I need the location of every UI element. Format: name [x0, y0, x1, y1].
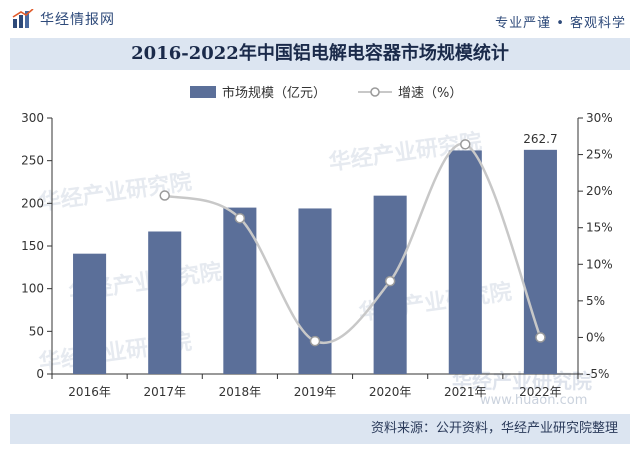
watermark-text: 华经产业研究院 [37, 169, 193, 216]
y-right-tick-label: 20% [586, 184, 613, 198]
y-left-tick-label: 250 [21, 154, 44, 168]
y-right-tick-label: -5% [586, 367, 609, 381]
line-series [159, 139, 546, 347]
y-right-tick-label: 10% [586, 257, 613, 271]
growth-point-2022年 [535, 332, 546, 343]
legend-label-line: 增速（%） [398, 86, 462, 101]
y-right-tick-label: 15% [586, 221, 613, 235]
data-label-2022年: 262.7 [523, 132, 557, 146]
y-right-tick-label: 0% [586, 330, 605, 344]
bar-2016年 [73, 253, 107, 374]
legend-marker-line [370, 87, 380, 97]
y-right-tick-label: 30% [586, 111, 613, 125]
growth-point-2019年 [309, 335, 321, 347]
footer-source: 资料来源：公开资料，华经产业研究院整理 [10, 414, 630, 444]
brand-logo[interactable]: 华经情报网 [12, 9, 115, 29]
growth-point-2018年 [234, 212, 246, 224]
legend-label-bar: 市场规模（亿元） [222, 85, 326, 101]
y-right-tick-label: 5% [586, 294, 605, 308]
y-left-tick-label: 0 [36, 367, 44, 381]
growth-line [164, 142, 542, 345]
data-labels: 262.7 [523, 132, 557, 146]
header: 华经情报网 专业严谨 • 客观科学 [0, 0, 640, 38]
x-tick-label: 2016年 [68, 385, 111, 399]
growth-point-2021年 [460, 139, 471, 150]
x-tick-label: 2018年 [219, 385, 262, 399]
x-tick-label: 2022年 [519, 385, 562, 399]
bar-2017年 [148, 231, 182, 374]
x-tick-label: 2020年 [369, 385, 412, 399]
bar-series [73, 149, 557, 374]
y-left-tick-label: 200 [21, 196, 44, 210]
y-left-tick-label: 50 [29, 324, 44, 338]
slogan: 专业严谨 • 客观科学 [495, 16, 626, 31]
y-left-tick-label: 150 [21, 239, 44, 253]
brand-logo-icon [12, 9, 34, 28]
x-tick-label: 2019年 [294, 385, 337, 399]
bar-2018年 [223, 207, 257, 374]
chart-axes: 0 50 100 150 200 250 300 -5% 0% 5% 10% 15% 20% 25% 30%… [21, 111, 613, 399]
chart-title: 2016-2022年中国铝电解电容器市场规模统计 [10, 38, 630, 70]
growth-point-2020年 [384, 275, 396, 287]
legend: 市场规模（亿元） 增速（%） [190, 85, 462, 101]
bar-2019年 [298, 208, 332, 374]
x-tick-label: 2021年 [444, 385, 487, 399]
bar-2021年 [448, 150, 482, 374]
y-left-tick-label: 100 [21, 282, 44, 296]
watermark-url: www.huaon.com [480, 393, 587, 408]
y-left-tick-label: 300 [21, 111, 44, 125]
brand-name: 华经情报网 [40, 12, 115, 28]
y-right-tick-label: 25% [586, 148, 613, 162]
legend-swatch-bar [190, 86, 216, 98]
growth-point-2017年 [159, 190, 170, 201]
x-tick-label: 2017年 [143, 385, 186, 399]
